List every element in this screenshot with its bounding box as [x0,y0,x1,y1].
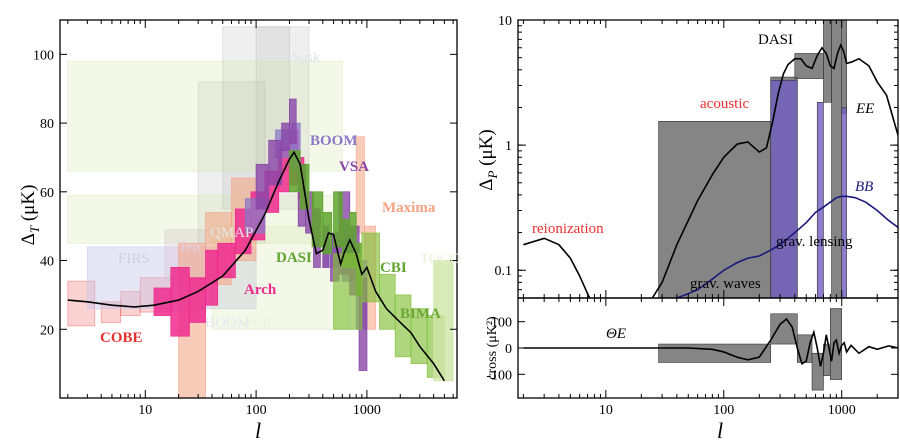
label-thetae: ΘE [606,326,626,342]
label-ten: Ten [178,239,201,255]
pol-box-bb-box-0 [770,79,798,298]
right-ylabel-sub: P [485,171,500,180]
label-pyth: Pyth [243,315,271,331]
cross-ytick-label: 100 [491,316,512,331]
ee-model-curve [523,43,898,298]
left-y-axis-label: ΔT (μK) [18,185,42,246]
thetae-model-curve [523,317,898,367]
cross-box-5 [829,308,843,380]
pol-box-dasi-2 [794,53,824,79]
right-bottom-axis-ticks: -100 0 100 10 100 1000 [486,298,899,418]
box-vsa-3 [289,98,297,145]
pol-box-dasi-0 [658,121,772,298]
right-ylabel-delta: Δ [476,179,497,191]
pol-box-dasi-3 [823,20,832,103]
polarization-data-boxes [658,20,847,298]
pol-box-bb-box-2 [841,107,847,298]
label-qmap: QMAP [210,225,253,241]
left-axis-ticks: 20 40 60 80 100 10 100 1000 [33,20,457,418]
right-ytick-label: 1 [505,139,512,154]
cross-y-axis-label: cross (μK²) [485,316,500,380]
cross-box-0 [658,343,772,363]
left-xtick-label: 10 [138,403,152,418]
label-bima: BIMA [400,306,441,322]
box-cobe-2 [120,291,141,316]
temperature-model-curve [67,150,446,382]
box-vsa-2 [281,122,290,151]
box-maxima-3 [355,136,365,234]
cross-power-panel: -100 0 100 10 100 1000 ΘE cross (μK²) l [485,297,899,443]
label-grav-lensing: grav. lensing [776,234,853,250]
box-arch-3 [205,249,219,306]
label-cobe: COBE [100,330,143,346]
pol-box-dasi-5 [841,20,847,114]
pol-box-bb-box-1 [816,101,824,298]
box-cbi-1 [361,232,380,303]
right-top-axis-ticks: 0.1 1 10 [495,14,899,299]
label-cbi: CBI [380,260,407,276]
cross-ytick-label: 0 [505,342,512,357]
box-greenish-wide-0 [67,60,343,172]
right-x-axis-label: l [717,418,723,443]
label-arch: Arch [244,282,277,298]
box-cbi-0 [333,253,363,330]
svg-text:ΔP (μK): ΔP (μK) [476,129,500,190]
label-boom2: BOOM [205,315,250,331]
label-reionization: reionization [532,221,604,237]
left-ylabel-delta: Δ [18,233,39,245]
label-dasi: DASI [276,250,312,266]
pol-box-dasi-4 [831,20,843,298]
right-ylabel-unit: (μK) [476,129,497,170]
bb-model-curve [675,195,898,298]
label-vsa: VSA [339,159,369,175]
cross-xtick-label: 100 [713,403,734,418]
svg-text:ΔT (μK): ΔT (μK) [18,185,42,246]
label-acoustic: acoustic [700,96,749,112]
left-x-axis-label: l [255,418,261,443]
cross-box-2 [796,334,813,363]
box-cobe-0 [67,280,96,327]
box-dasi-3 [322,212,332,255]
box-vsa-1 [268,139,283,186]
left-ytick-label: 100 [33,48,54,63]
right-ytick-label: 0.1 [495,264,513,279]
left-xtick-label: 1000 [353,403,381,418]
label-boom: BOOM [310,133,358,149]
label-ee: EE [855,101,874,117]
left-ytick-label: 40 [40,255,54,270]
label-toco: TOCO [420,251,461,267]
left-ytick-label: 80 [40,117,54,132]
box-vsa-0 [255,163,270,210]
box-dasi-1 [299,163,310,210]
box-cobe-1 [100,301,122,323]
cross-xtick-label: 1000 [828,403,856,418]
label-bb: BB [855,179,873,195]
label-maxima: Maxima [382,200,436,216]
left-ytick-label: 60 [40,186,54,201]
cross-xtick-label: 10 [599,403,613,418]
left-ytick-label: 20 [40,323,54,338]
left-axes-frame [59,19,458,399]
box-bima-0 [433,260,454,382]
left-xtick-label: 100 [246,403,267,418]
temperature-data-boxes [67,26,454,398]
label-firs: FIRS [118,251,150,267]
label-grav-waves: grav. waves [690,276,761,292]
right-y-axis-label: ΔP (μK) [476,129,500,190]
cross-data-boxes [658,308,843,391]
left-ylabel-sub: T [27,225,42,233]
box-arch-2 [188,277,206,323]
right-ytick-label: 10 [498,14,512,29]
left-ylabel-unit: (μK) [18,185,39,226]
label-dasi-pol: DASI [758,32,793,48]
cross-ytick-label: -100 [486,368,512,383]
label-sask: Sask [292,50,321,66]
